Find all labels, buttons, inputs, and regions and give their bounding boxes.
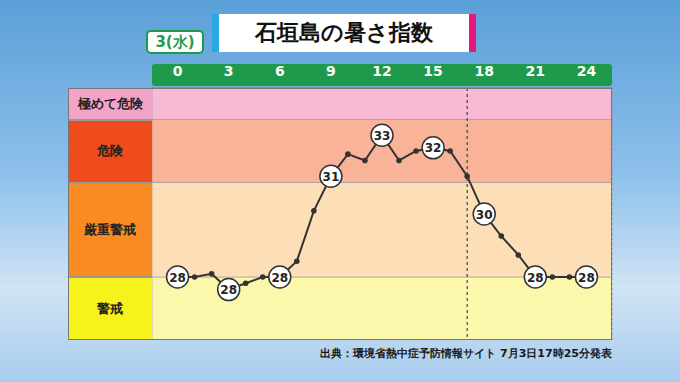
- svg-text:28: 28: [578, 271, 595, 285]
- html-text:出典：環境省熱中症予防情報サイト 7月3日17時25分発表: 出典：環境省熱中症予防情報サイト 7月3日17時25分発表: [320, 347, 612, 360]
- svg-text:28: 28: [527, 271, 544, 285]
- html-text:3(水): 3(水): [155, 33, 195, 51]
- svg-text:6: 6: [275, 63, 285, 79]
- svg-text:21: 21: [526, 63, 545, 79]
- svg-text:3: 3: [224, 63, 234, 79]
- svg-text:28: 28: [169, 271, 186, 285]
- svg-text:24: 24: [577, 63, 597, 79]
- html-text:極めて危険: 極めて危険: [77, 95, 143, 111]
- html-text:石垣島の暑さ指数: 石垣島の暑さ指数: [255, 20, 433, 45]
- svg-text:12: 12: [372, 63, 391, 79]
- svg-text:31: 31: [323, 170, 340, 184]
- svg-text:9: 9: [326, 63, 336, 79]
- svg-text:18: 18: [474, 63, 493, 79]
- svg-text:32: 32: [425, 141, 442, 155]
- html-text:警戒: 警戒: [97, 300, 123, 316]
- svg-text:28: 28: [220, 283, 237, 297]
- html-text:厳重警戒: 厳重警戒: [84, 221, 136, 237]
- svg-text:33: 33: [374, 129, 391, 143]
- svg-text:30: 30: [476, 208, 493, 222]
- svg-text:28: 28: [271, 271, 288, 285]
- svg-text:0: 0: [173, 63, 183, 79]
- svg-text:15: 15: [423, 63, 442, 79]
- html-text:危険: 危険: [97, 143, 123, 158]
